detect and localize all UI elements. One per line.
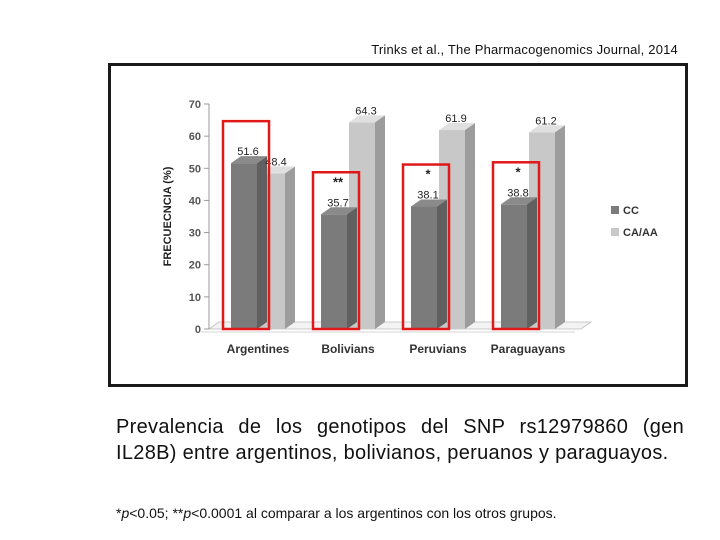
value-label-caaa-2: 61.9 xyxy=(445,113,466,125)
bar-cc-2-front xyxy=(411,206,437,329)
y-axis: 0 10 20 30 40 50 60 70 FRECUECNCIA (%) xyxy=(162,99,210,336)
value-label-cc-2: 38.1 xyxy=(417,190,438,202)
highlight-box-0 xyxy=(221,119,271,331)
bar-cc-2-top xyxy=(411,199,447,207)
y-tick-label: 20 xyxy=(189,260,201,272)
bar-caaa-2-top xyxy=(439,123,475,131)
y-tick-label: 10 xyxy=(189,292,201,304)
y-tick-label: 0 xyxy=(195,324,201,336)
footnote-p-italic: p xyxy=(121,505,130,521)
citation: Trinks et al., The Pharmacogenomics Jour… xyxy=(371,42,678,57)
footnote-star: * xyxy=(116,505,122,521)
footnote: *p<0.05; **p<0.0001 al comparar a los ar… xyxy=(116,505,696,521)
x-tick-label-2: Peruvians xyxy=(409,342,467,356)
significance-annotation-2: * xyxy=(425,167,431,182)
legend-swatch-cc xyxy=(611,206,619,214)
significance-annotation-1: ** xyxy=(333,174,344,189)
bar-cc-2 xyxy=(411,199,447,329)
value-labels: 48.4 51.6 64.3 35.7 ** 61.9 38.1 * 61.2 38.8 * xyxy=(237,105,556,209)
bar-cc-0-front xyxy=(231,163,257,329)
y-tick-label: 40 xyxy=(189,195,201,207)
bar-caaa-1-side xyxy=(375,115,385,329)
bar-caaa-3-side xyxy=(555,125,565,330)
highlight-boxes xyxy=(221,119,541,331)
value-label-cc-1: 35.7 xyxy=(327,197,348,209)
highlight-box-1 xyxy=(311,171,361,331)
figure-caption: Prevalencia de los genotipos del SNP rs1… xyxy=(116,416,684,464)
bar-cc-1-side xyxy=(347,207,357,329)
bar-cc-2-side xyxy=(437,199,447,329)
value-label-caaa-0: 48.4 xyxy=(265,156,286,168)
chart-frame: 0 10 20 30 40 50 60 70 FRECUECNCIA (%) 48.4 51.6 6… xyxy=(108,63,688,387)
value-label-cc-0: 51.6 xyxy=(237,146,258,158)
bar-caaa-1-top xyxy=(349,115,385,123)
bar-caaa-2-side xyxy=(465,123,475,330)
value-label-caaa-1: 64.3 xyxy=(355,105,376,117)
legend-label-caaa: CA/AA xyxy=(623,227,658,239)
footnote-p-italic-2: p xyxy=(183,505,192,521)
y-tick-label: 70 xyxy=(189,99,201,111)
legend-label-cc: CC xyxy=(623,205,639,217)
bar-cc-1-top xyxy=(321,207,357,215)
y-axis-title: FRECUECNCIA (%) xyxy=(162,166,174,266)
footnote-text-2: <0.0001 al comparar a los argentinos con… xyxy=(191,505,557,521)
value-label-cc-3: 38.8 xyxy=(507,187,528,199)
x-tick-label-3: Paraguayans xyxy=(491,342,566,356)
x-axis: Argentines Bolivians Peruvians Paraguayans xyxy=(227,342,566,356)
bar-cc-3-top xyxy=(501,197,537,205)
highlight-box-3 xyxy=(491,161,541,331)
significance-annotation-3: * xyxy=(515,164,521,179)
y-tick-label: 50 xyxy=(189,163,201,175)
value-label-caaa-3: 61.2 xyxy=(535,115,556,127)
bar-cc-0-top xyxy=(231,156,267,164)
bar-cc-3-front xyxy=(501,204,527,329)
footnote-text-1: <0.05; ** xyxy=(129,505,184,521)
bar-cc-1-front xyxy=(321,214,347,329)
y-tick-label: 60 xyxy=(189,131,201,143)
bar-chart: 0 10 20 30 40 50 60 70 FRECUECNCIA (%) 48.4 51.6 6… xyxy=(162,99,658,356)
legend-swatch-caaa xyxy=(611,228,619,236)
x-tick-label-0: Argentines xyxy=(227,342,290,356)
bar-cc-3 xyxy=(501,197,537,329)
bar-caaa-0-side xyxy=(285,166,295,329)
bars xyxy=(231,115,565,330)
bar-cc-0 xyxy=(231,156,267,329)
legend: CC CA/AA xyxy=(611,205,658,239)
bar-cc-0-side xyxy=(257,156,267,329)
bar-cc-3-side xyxy=(527,197,537,329)
x-tick-label-1: Bolivians xyxy=(321,342,375,356)
y-tick-label: 30 xyxy=(189,228,201,240)
bar-caaa-3-top xyxy=(529,125,565,133)
highlight-box-2 xyxy=(401,163,451,331)
bar-cc-1 xyxy=(321,207,357,329)
